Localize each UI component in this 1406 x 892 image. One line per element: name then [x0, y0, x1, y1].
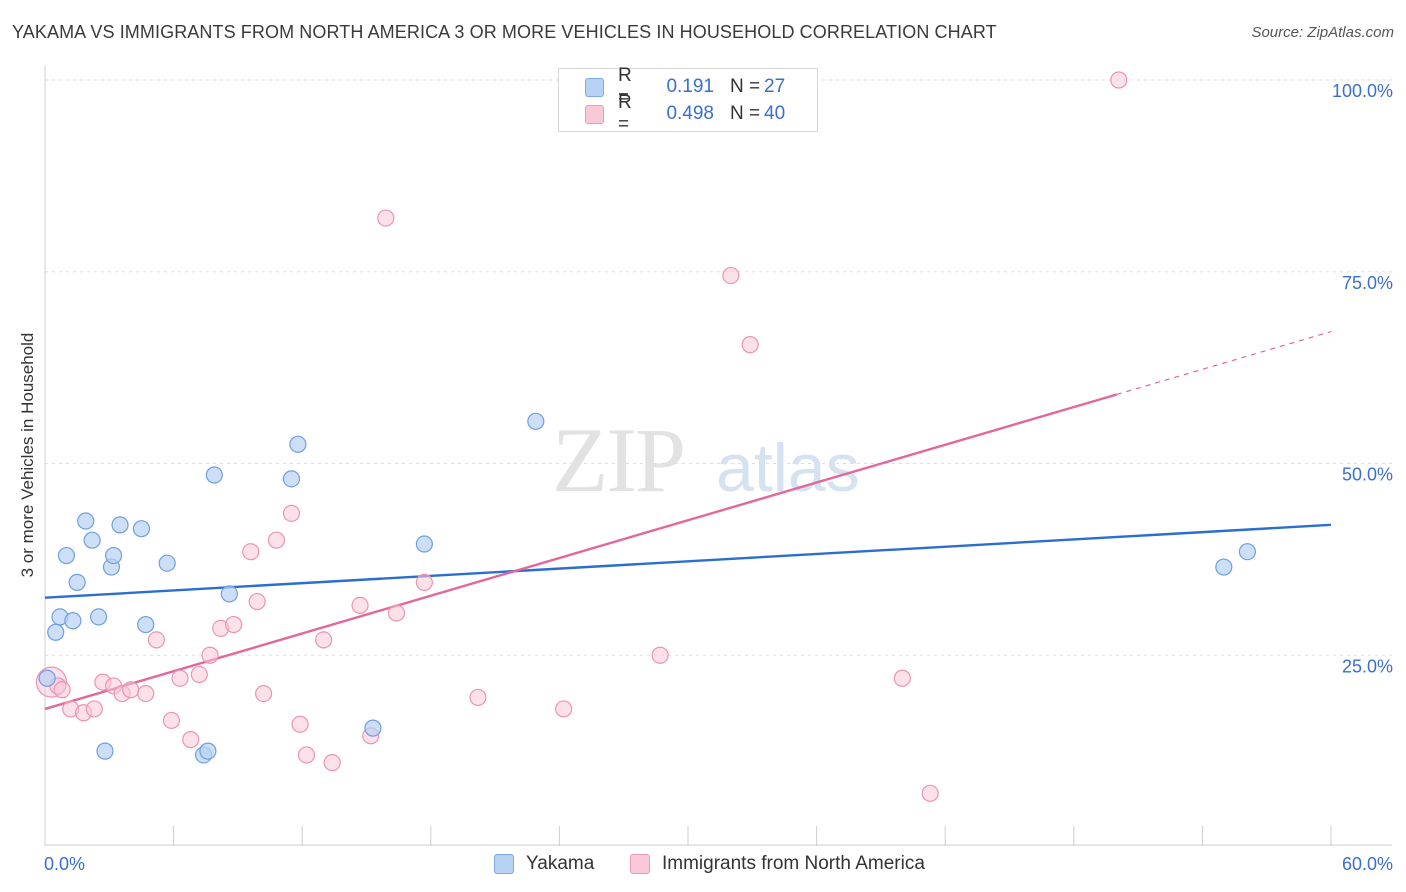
correlation-legend: R = 0.191 N = 27 R = 0.498 N = 40 — [558, 65, 818, 135]
point-immigrants — [182, 731, 200, 749]
point-immigrants — [377, 209, 395, 227]
legend-n-label: N = — [730, 76, 761, 97]
point-yakama — [132, 520, 151, 538]
legend-r-label: R = — [618, 92, 632, 135]
y-tick-label: 100.0% — [1332, 81, 1393, 101]
point-immigrants — [351, 596, 369, 614]
watermark-atlas: atlas — [716, 430, 860, 506]
legend-r-value: 0.498 — [666, 103, 714, 124]
point-yakama — [104, 546, 123, 565]
watermark: ZIP atlas — [552, 409, 860, 511]
legend-swatch-yakama — [494, 854, 514, 874]
point-immigrants — [85, 700, 103, 718]
point-yakama — [83, 531, 101, 549]
series-legend: Yakama Immigrants from North America — [0, 851, 1406, 879]
point-immigrants — [255, 684, 273, 703]
point-yakama — [527, 412, 545, 430]
legend-r-value: 0.191 — [666, 76, 714, 97]
legend-swatch-immigrants — [630, 854, 650, 874]
point-immigrants — [469, 688, 487, 707]
point-yakama — [89, 608, 108, 626]
source-label: Source: ZipAtlas.com — [1251, 24, 1394, 41]
y-tick-label: 75.0% — [1342, 273, 1393, 293]
trend-line-yakama — [44, 523, 1332, 599]
grid-lines — [45, 79, 1392, 656]
point-yakama — [111, 516, 129, 534]
legend-item-immigrants[interactable]: Immigrants from North America — [630, 853, 925, 875]
series-yakama-points — [38, 412, 1257, 764]
point-immigrants — [225, 615, 243, 634]
point-immigrants — [190, 665, 208, 684]
point-immigrants — [323, 754, 341, 772]
tick-labels: 25.0% 50.0% 75.0% 100.0% 0.0% 60.0% — [44, 81, 1393, 874]
point-immigrants — [171, 669, 189, 687]
axes — [44, 66, 1392, 846]
legend-label-immigrants: Immigrants from North America — [662, 853, 925, 874]
legend-label-yakama: Yakama — [526, 853, 595, 874]
point-immigrants — [893, 669, 911, 687]
point-yakama — [282, 470, 301, 488]
legend-row-yakama: R = 0.191 N = 27 — [585, 65, 786, 108]
x-tick-label-max: 60.0% — [1342, 854, 1393, 874]
point-immigrants — [291, 715, 309, 733]
point-yakama — [68, 573, 86, 591]
point-yakama — [415, 535, 433, 553]
point-yakama — [220, 585, 238, 603]
point-immigrants — [921, 784, 939, 802]
point-yakama — [364, 719, 382, 737]
point-immigrants — [122, 681, 140, 699]
point-immigrants — [297, 746, 316, 764]
point-immigrants — [387, 604, 406, 622]
trend-lines — [44, 331, 1332, 711]
point-yakama — [1238, 543, 1257, 561]
point-immigrants — [137, 684, 155, 703]
chart-title: YAKAMA VS IMMIGRANTS FROM NORTH AMERICA … — [12, 22, 997, 42]
y-tick-label: 50.0% — [1342, 465, 1393, 485]
point-yakama — [289, 435, 307, 453]
point-yakama — [57, 546, 76, 565]
trend-line-immigrants-extension — [1116, 331, 1332, 396]
point-yakama — [38, 669, 56, 687]
watermark-zip: ZIP — [552, 409, 684, 511]
point-immigrants — [267, 531, 286, 549]
legend-n-label: N = — [730, 103, 761, 124]
y-tick-label: 25.0% — [1342, 656, 1393, 676]
trend-line-immigrants — [44, 393, 1118, 711]
point-yakama — [158, 554, 176, 572]
legend-row-immigrants: R = 0.498 N = 40 — [585, 92, 786, 135]
legend-swatch-immigrants — [585, 104, 604, 124]
legend-n-value: 27 — [764, 76, 786, 97]
point-immigrants — [201, 646, 219, 664]
legend-n-value: 40 — [764, 103, 786, 124]
point-immigrants — [282, 504, 301, 522]
point-yakama — [137, 615, 155, 634]
legend-r-label: R = — [618, 65, 632, 108]
point-immigrants — [248, 592, 266, 611]
point-yakama — [64, 612, 82, 630]
point-immigrants — [1110, 71, 1128, 89]
point-immigrants — [162, 711, 181, 730]
point-yakama — [1215, 558, 1233, 576]
point-immigrants — [415, 573, 433, 591]
point-immigrants — [722, 266, 740, 285]
point-immigrants — [315, 631, 333, 649]
point-immigrants — [53, 681, 71, 699]
point-yakama — [96, 742, 114, 760]
legend-swatch-yakama — [585, 77, 604, 97]
x-tick-label-min: 0.0% — [44, 854, 85, 874]
point-yakama — [205, 466, 223, 484]
point-immigrants — [741, 336, 759, 354]
point-yakama — [47, 623, 65, 641]
point-immigrants — [651, 646, 669, 664]
point-immigrants — [555, 700, 573, 718]
point-yakama — [77, 512, 95, 530]
point-immigrants — [147, 631, 166, 649]
point-immigrants — [242, 543, 260, 561]
point-yakama — [199, 742, 217, 760]
legend-item-yakama[interactable]: Yakama — [494, 853, 594, 875]
